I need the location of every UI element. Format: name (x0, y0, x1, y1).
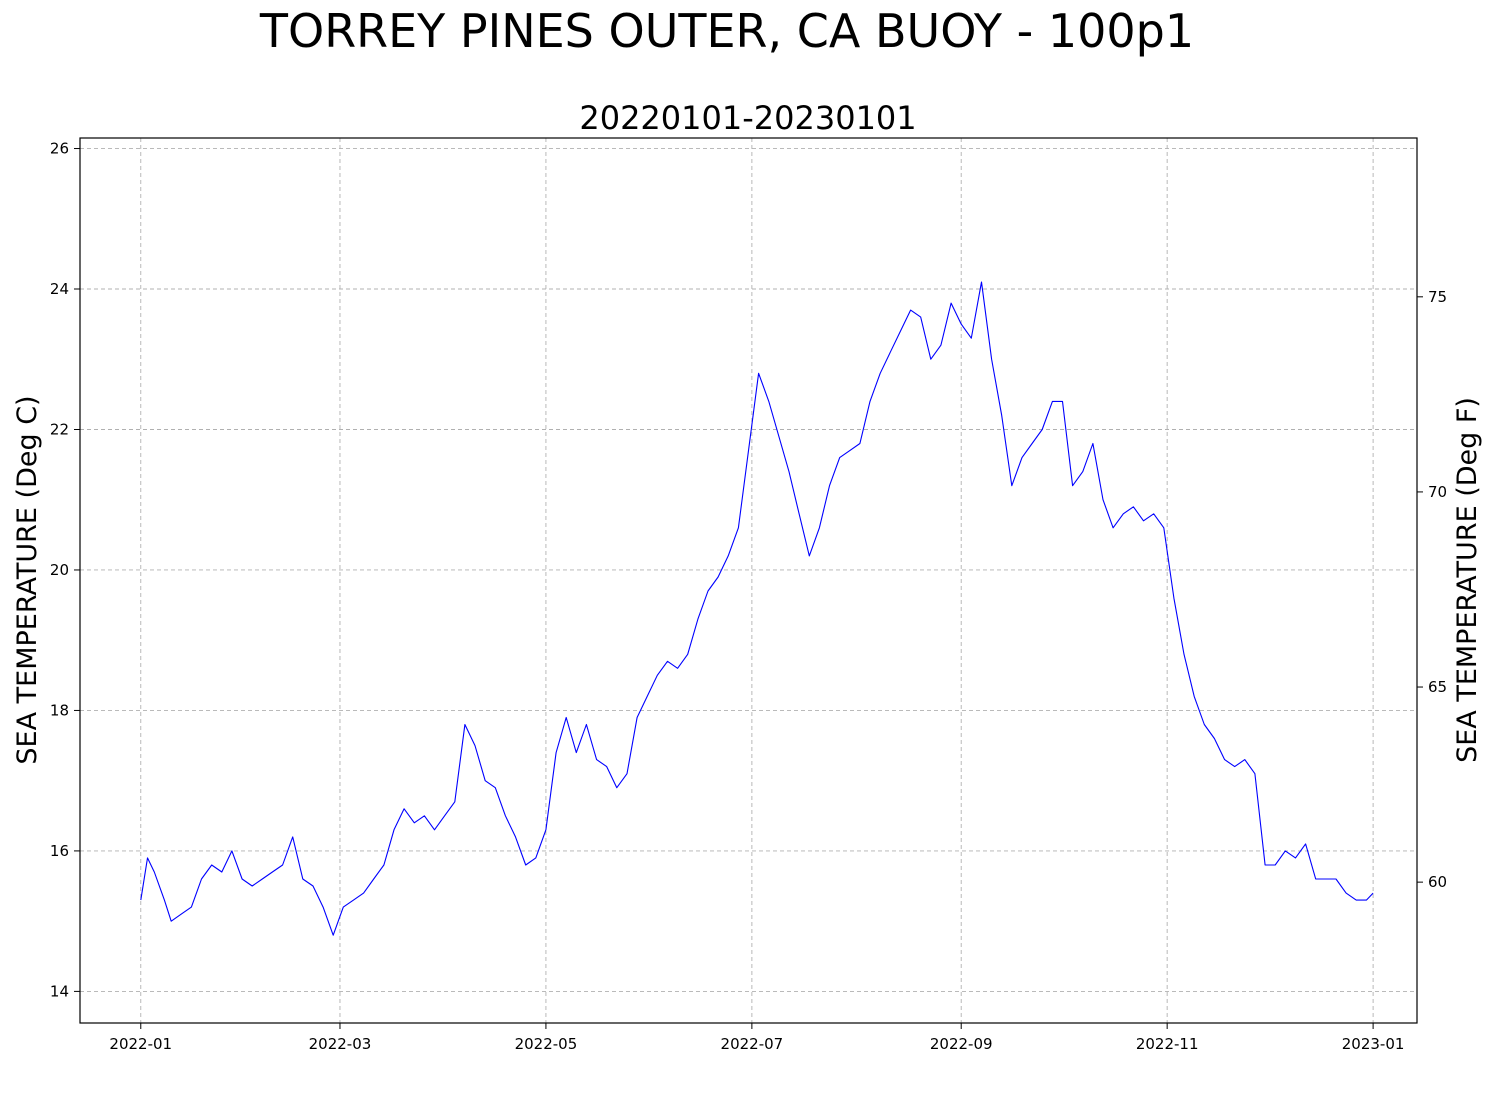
x-tick-label: 2022-01 (109, 1035, 172, 1053)
y-right-tick-label: 60 (1428, 873, 1447, 891)
figure-suptitle: TORREY PINES OUTER, CA BUOY - 100p1 (259, 4, 1195, 58)
grid-lines (80, 138, 1417, 1023)
y-left-tick-label: 14 (50, 982, 69, 1000)
y-right-tick-label: 75 (1428, 288, 1447, 306)
x-tick-label: 2023-01 (1342, 1035, 1405, 1053)
y-left-tick-label: 24 (50, 280, 69, 298)
y-left-tick-label: 26 (50, 140, 69, 158)
y-axis-right-label: SEA TEMPERATURE (Deg F) (1452, 397, 1483, 763)
x-tick-label: 2022-09 (930, 1035, 993, 1053)
x-tick-label: 2022-03 (309, 1035, 372, 1053)
x-tick-label: 2022-05 (515, 1035, 578, 1053)
y-left-tick-label: 16 (50, 842, 69, 860)
y-right-tick-label: 70 (1428, 483, 1447, 501)
y-axis-left-label: SEA TEMPERATURE (Deg C) (12, 395, 43, 764)
y-axis-left: 14 16 18 20 22 24 26 (50, 140, 80, 1000)
x-tick-label: 2022-07 (721, 1035, 784, 1053)
x-axis: 2022-01 2022-03 2022-05 2022-07 2022-09 2022-… (109, 1023, 1404, 1053)
plot-frame (79, 137, 1418, 1024)
y-left-tick-label: 20 (50, 561, 69, 579)
y-axis-right: 60 65 70 75 (1417, 288, 1447, 891)
series-group (140, 281, 1374, 936)
y-left-tick-label: 18 (50, 701, 69, 719)
y-right-tick-label: 65 (1428, 678, 1447, 696)
x-tick-label: 2022-11 (1136, 1035, 1199, 1053)
chart-title: 20220101-20230101 (579, 99, 916, 137)
y-left-tick-label: 22 (50, 420, 69, 438)
temperature-series-line (140, 281, 1374, 936)
